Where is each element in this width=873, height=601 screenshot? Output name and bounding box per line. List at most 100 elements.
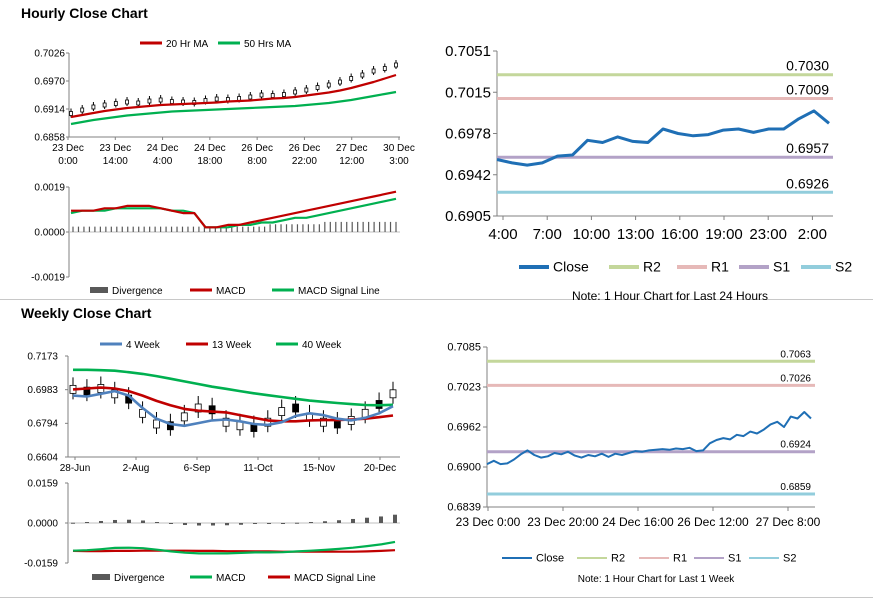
weekly-main-x-label: 20-Dec (364, 463, 396, 474)
hourly-levels-y-label: 0.6942 (445, 167, 491, 184)
hourly-macd-legend-label: MACD Signal Line (298, 286, 380, 297)
weekly-macd-legend-label: MACD Signal Line (294, 573, 376, 584)
hourly-main-ma50-line (70, 90, 397, 126)
hourly-main-y-label: 0.6970 (34, 76, 65, 87)
hourly-main-candle (147, 98, 152, 104)
weekly-macd-divergence-bar (183, 523, 187, 526)
weekly-main-legend-label: 13 Week (212, 340, 252, 351)
hourly-main-legend-label: 50 Hrs MA (244, 39, 292, 50)
weekly-levels-close-line (486, 411, 812, 466)
hourly-main-x-label: 12:00 (339, 156, 364, 167)
weekly-levels-y-label: 0.6900 (447, 462, 481, 474)
hourly-levels-r2-value: 0.7030 (786, 58, 829, 74)
hourly-main-candle (158, 97, 163, 103)
hourly-main-x-label: 30 Dec (383, 143, 415, 154)
hourly-levels-legend-label: S1 (773, 259, 790, 275)
hourly-main-x-label: 3:00 (389, 156, 409, 167)
hourly-macd-legend-label: MACD (216, 286, 245, 297)
weekly-levels-x-label: 23 Dec 0:00 (456, 515, 521, 529)
weekly-main-y-label: 0.6983 (27, 385, 58, 396)
weekly-main-x-label: 6-Sep (184, 463, 211, 474)
weekly-levels-r2-value: 0.7063 (780, 349, 811, 360)
hourly-main-candle (382, 66, 387, 71)
hourly-main-x-label: 8:00 (247, 156, 267, 167)
hourly-macd-signal-line (70, 197, 397, 229)
weekly-macd-divergence-bar (323, 521, 327, 523)
weekly-macd-y-label: -0.0159 (24, 558, 58, 569)
weekly-main-candle (278, 407, 286, 416)
weekly-macd-legend-label: Divergence (114, 573, 165, 584)
hourly-main-x-label: 24 Dec (147, 143, 179, 154)
hourly-main-y-label: 0.6914 (34, 104, 65, 115)
weekly-levels-legend-label: S1 (728, 553, 741, 565)
hourly-main-x-label: 26 Dec (241, 143, 273, 154)
bottom-divider (0, 597, 873, 598)
hourly-main-legend-label: 20 Hr MA (166, 39, 209, 50)
hourly-levels-y-label: 0.6978 (445, 126, 491, 143)
weekly-main-y-label: 0.6604 (27, 452, 58, 463)
weekly-levels-y-label: 0.7085 (447, 342, 481, 354)
weekly-levels-s1-value: 0.6924 (780, 440, 811, 451)
hourly-levels-legend-label: R1 (711, 259, 729, 275)
weekly-macd-divergence-bar (295, 522, 299, 524)
hourly-levels-x-label: 23:00 (749, 226, 787, 243)
weekly-macd-divergence-bar (253, 523, 257, 525)
hourly-levels-legend-label: Close (553, 259, 589, 275)
hourly-main-x-label: 4:00 (153, 156, 173, 167)
hourly-levels-s2-value: 0.6926 (786, 175, 829, 191)
hourly-levels-x-label: 4:00 (488, 226, 517, 243)
weekly-levels-legend-label: R2 (611, 553, 625, 565)
hourly-levels-x-label: 19:00 (705, 226, 743, 243)
weekly-main-candle (194, 403, 202, 413)
weekly-main-y-label: 0.6794 (27, 419, 58, 430)
hourly-macd-y-label: -0.0019 (31, 272, 65, 283)
weekly-main-candle (208, 405, 216, 415)
weekly-main-x-label: 15-Nov (303, 463, 335, 474)
hourly-main-candle (270, 93, 275, 98)
weekly-section-title: Weekly Close Chart (21, 305, 152, 321)
weekly-macd-legend-swatch (92, 574, 110, 580)
section-divider (0, 299, 873, 300)
weekly-macd-divergence-bar (99, 520, 103, 523)
hourly-section-title: Hourly Close Chart (21, 5, 148, 21)
weekly-levels-r1-value: 0.7026 (780, 373, 811, 384)
weekly-macd-signal-line (72, 549, 396, 553)
hourly-levels-s1-value: 0.6957 (786, 140, 829, 156)
weekly-levels-x-label: 23 Dec 20:00 (527, 515, 599, 529)
weekly-macd-divergence-bar (197, 523, 201, 526)
hourly-main-x-label: 26 Dec (289, 143, 321, 154)
hourly-main-candle (360, 72, 365, 78)
hourly-main-candle (214, 96, 219, 102)
hourly-levels-x-label: 2:00 (798, 226, 827, 243)
hourly-levels-legend-label: R2 (643, 259, 661, 275)
weekly-macd-divergence-bar (225, 523, 229, 526)
weekly-macd-divergence-bar (85, 521, 89, 523)
weekly-macd-divergence-bar (281, 523, 285, 524)
hourly-main-x-label: 22:00 (292, 156, 317, 167)
weekly-macd-divergence-bar (351, 518, 355, 523)
weekly-main-candle (83, 386, 91, 396)
weekly-levels-y-label: 0.6962 (447, 422, 481, 434)
hourly-main-candle (326, 82, 331, 88)
weekly-main-w40-line (73, 368, 394, 407)
weekly-main-candle (320, 417, 327, 427)
weekly-main-w4-line (72, 389, 394, 428)
hourly-levels-y-label: 0.7051 (445, 43, 491, 60)
hourly-main-candle (91, 104, 96, 110)
weekly-main-candle (292, 403, 300, 413)
hourly-levels-legend-label: S2 (835, 259, 852, 275)
hourly-main-candle (169, 99, 174, 104)
weekly-main-candle (389, 389, 397, 399)
weekly-macd-divergence-bar (379, 516, 383, 523)
hourly-main-x-label: 14:00 (103, 156, 128, 167)
weekly-macd-divergence-bar (337, 520, 341, 523)
weekly-main-y-label: 0.7173 (27, 351, 58, 362)
hourly-main-ma20-line (70, 73, 397, 119)
weekly-main-x-label: 11-Oct (243, 463, 272, 474)
weekly-macd-divergence-bar (141, 520, 145, 523)
hourly-levels-x-label: 13:00 (617, 226, 655, 243)
weekly-main-candle (264, 417, 272, 427)
hourly-main-x-label: 24 Dec (194, 143, 226, 154)
hourly-main-candle (69, 111, 73, 116)
